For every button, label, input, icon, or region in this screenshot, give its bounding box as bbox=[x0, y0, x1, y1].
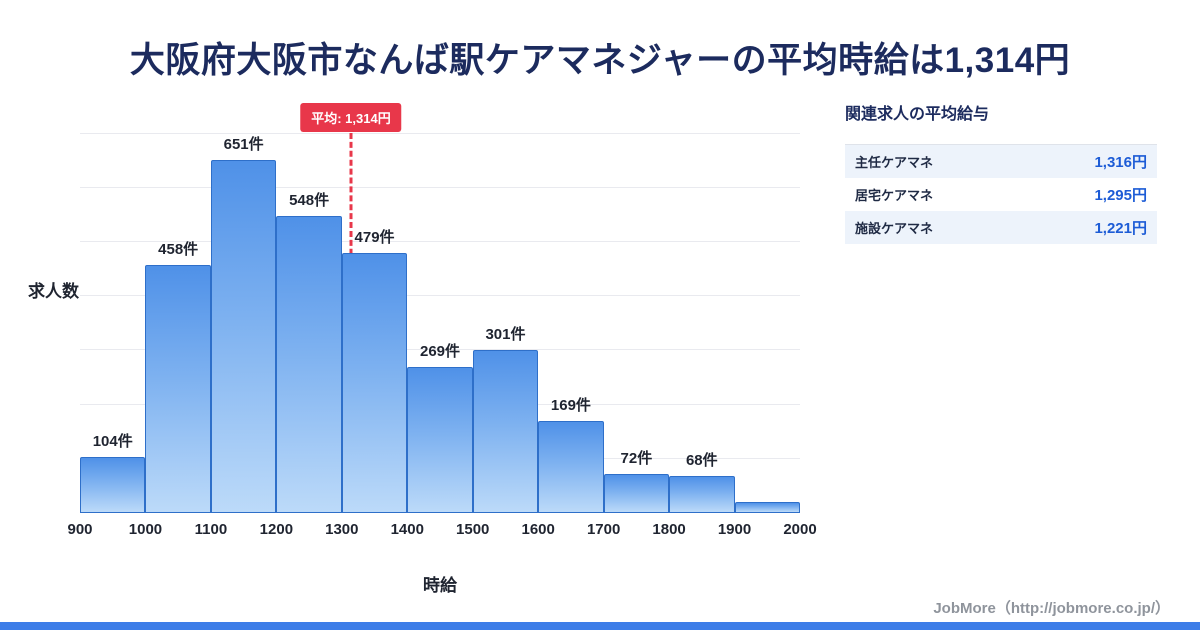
job-type-label: 主任ケアマネ bbox=[855, 155, 934, 170]
bar-value-label: 458件 bbox=[158, 240, 199, 258]
job-type-label: 施設ケアマネ bbox=[855, 221, 934, 236]
histogram-bar bbox=[669, 476, 735, 513]
bar-value-label: 479件 bbox=[354, 229, 395, 247]
histogram-bar bbox=[276, 215, 342, 513]
histogram-bar bbox=[472, 349, 539, 513]
site-credit: JobMore（http://jobmore.co.jp/） bbox=[933, 600, 1170, 617]
bar-value-label: 68件 bbox=[685, 452, 718, 470]
job-type-label: 居宅ケアマネ bbox=[855, 188, 934, 203]
x-axis-ticks: 900 1000 1100 1200 1300 1400 1500 1600 1700 1800 1… bbox=[67, 521, 816, 541]
histogram-bar bbox=[210, 160, 277, 513]
salary-value: 1,316円 bbox=[1094, 154, 1147, 171]
related-salary-panel: 関連求人の平均給与 主任ケアマネ 1,316円 居宅ケアマネ 1,295円 施設… bbox=[845, 100, 1157, 244]
bar-value-label: 104件 bbox=[92, 432, 133, 450]
x-tick-label: 1100 bbox=[194, 521, 228, 538]
salary-value: 1,221円 bbox=[1094, 220, 1147, 237]
x-tick-label: 1800 bbox=[652, 521, 686, 538]
histogram-bar bbox=[603, 473, 670, 513]
gridline bbox=[80, 186, 800, 188]
bar-value-label: 169件 bbox=[550, 397, 591, 415]
table-row: 施設ケアマネ 1,221円 bbox=[845, 211, 1157, 244]
salary-value: 1,295円 bbox=[1094, 187, 1147, 204]
gridline bbox=[80, 295, 800, 297]
bar-value-label: 72件 bbox=[620, 449, 653, 467]
x-axis-title: 時給 bbox=[423, 576, 457, 595]
histogram-bar bbox=[80, 456, 146, 513]
x-tick-label: 1300 bbox=[325, 521, 359, 538]
gridline bbox=[80, 132, 800, 134]
histogram-chart: 平均: 1,314円 104件 458件 651件 548件 479件 269件 301件 1… bbox=[80, 101, 800, 513]
bar-value-label: 651件 bbox=[223, 136, 264, 154]
x-tick-label: 1200 bbox=[259, 521, 294, 538]
bar-value-label: 301件 bbox=[485, 325, 526, 343]
x-tick-label: 1900 bbox=[717, 521, 752, 538]
bar-value-label: 548件 bbox=[289, 191, 330, 209]
x-tick-label: 900 bbox=[67, 521, 93, 538]
bar-value-label: 269件 bbox=[419, 343, 461, 361]
histogram-bar bbox=[145, 264, 211, 513]
histogram-bar bbox=[407, 367, 473, 513]
x-tick-label: 1500 bbox=[456, 521, 490, 538]
y-axis-title: 求人数 bbox=[28, 282, 79, 301]
average-badge: 平均: 1,314円 bbox=[300, 103, 402, 132]
histogram-bar bbox=[538, 421, 604, 513]
table-row: 居宅ケアマネ 1,295円 bbox=[845, 178, 1157, 211]
x-tick-label: 1400 bbox=[390, 521, 424, 538]
x-tick-label: 1000 bbox=[128, 521, 163, 538]
table-row: 主任ケアマネ 1,316円 bbox=[845, 145, 1157, 178]
histogram-bar bbox=[734, 502, 800, 513]
panel-table: 主任ケアマネ 1,316円 居宅ケアマネ 1,295円 施設ケアマネ 1,221… bbox=[845, 144, 1157, 244]
gridline bbox=[80, 349, 800, 351]
bottom-accent-strip bbox=[0, 622, 1200, 630]
page-title: 大阪府大阪市なんば駅ケアマネジャーの平均時給は1,314円 bbox=[129, 41, 1071, 80]
x-tick-label: 2000 bbox=[783, 521, 817, 538]
histogram-bar bbox=[341, 253, 408, 513]
gridline bbox=[80, 240, 800, 242]
panel-heading: 関連求人の平均給与 bbox=[845, 106, 990, 123]
x-tick-label: 1700 bbox=[586, 521, 621, 538]
x-tick-label: 1600 bbox=[521, 521, 555, 538]
